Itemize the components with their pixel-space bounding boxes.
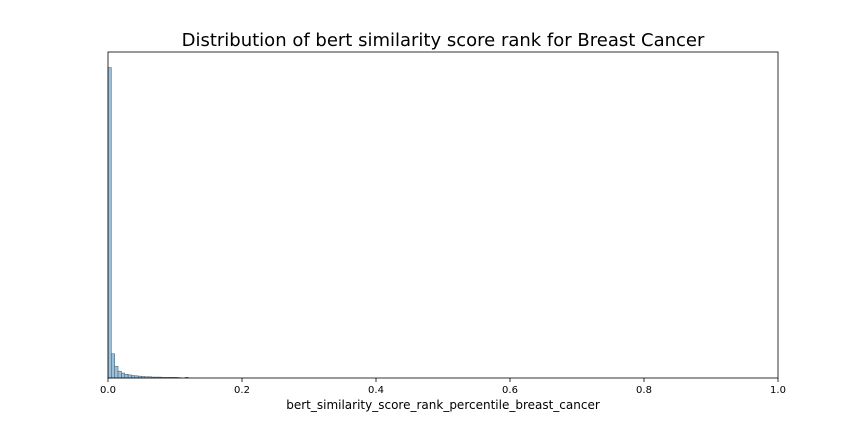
- histogram-bar: [124, 374, 129, 379]
- histogram-bar: [127, 374, 132, 379]
- x-tick-label: 0.4: [368, 385, 384, 396]
- histogram-bar: [111, 353, 115, 379]
- histogram-bar: [121, 372, 126, 379]
- histogram-bar: [114, 365, 119, 379]
- x-tick-label: 0.6: [502, 385, 518, 396]
- x-tick-label: 0.8: [636, 385, 652, 396]
- bars: [107, 67, 189, 379]
- chart-title: Distribution of bert similarity score ra…: [182, 30, 705, 51]
- x-tick-label: 1.0: [770, 385, 786, 396]
- histogram-bar: [117, 370, 122, 379]
- x-tick-label: 0.2: [234, 385, 250, 396]
- x-tick-label: 0.0: [100, 385, 116, 396]
- plot-frame: [107, 51, 779, 379]
- x-ticks: 0.0 0.2 0.4 0.6 0.8 1.0: [100, 378, 786, 396]
- histogram-bar: [107, 67, 112, 379]
- x-axis-label: bert_similarity_score_rank_percentile_br…: [286, 398, 600, 412]
